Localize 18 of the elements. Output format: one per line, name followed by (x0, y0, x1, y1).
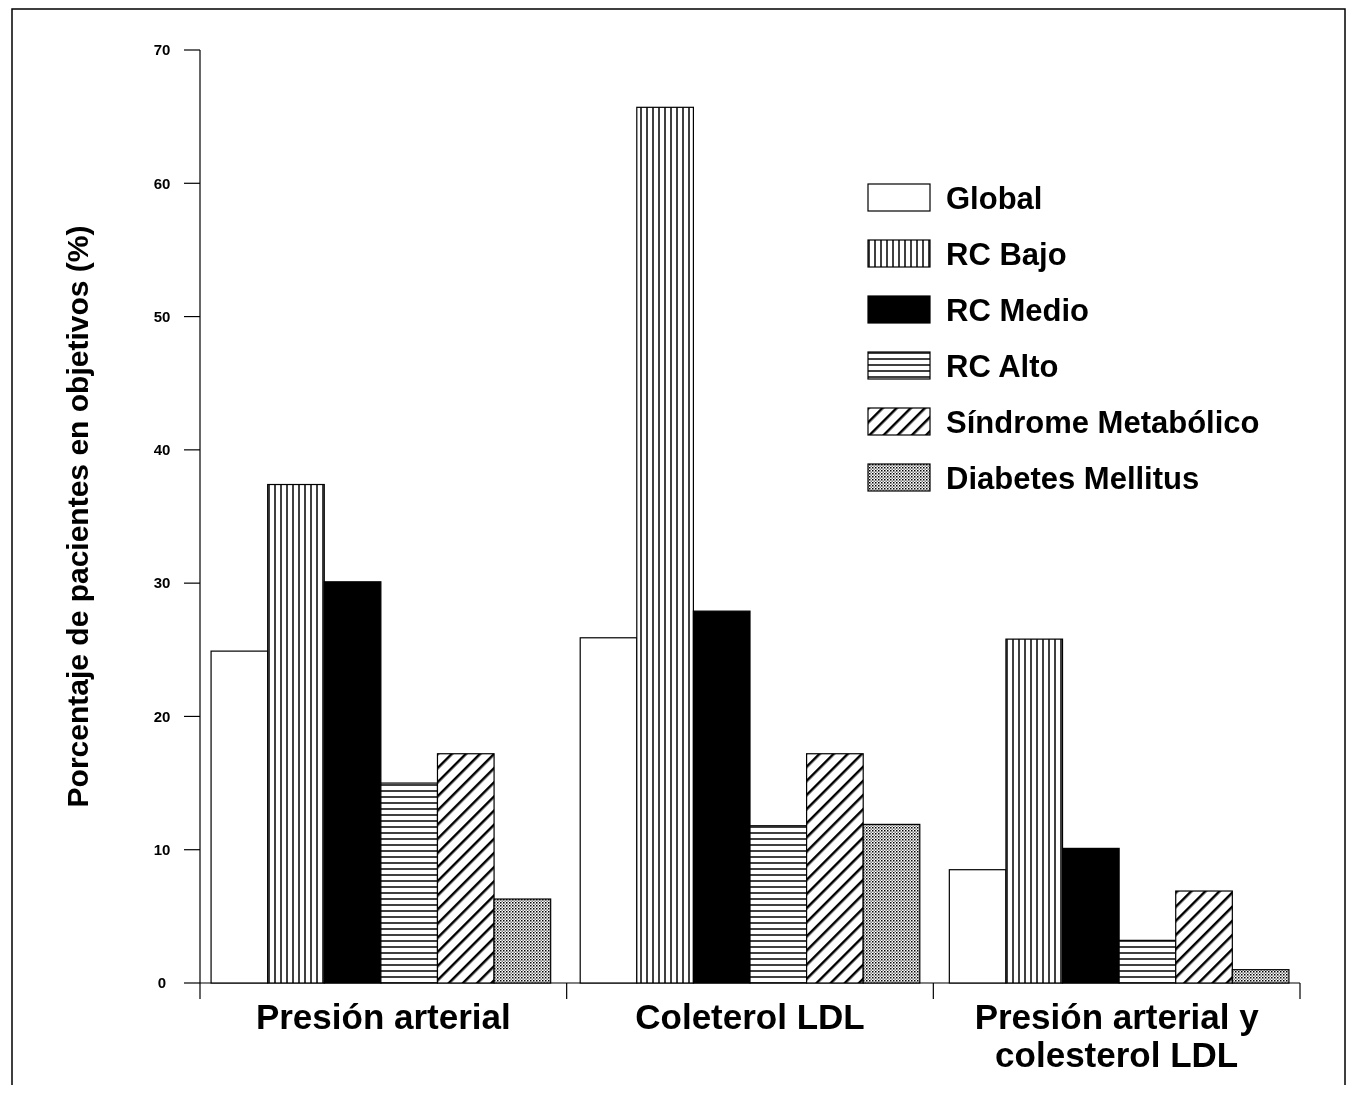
legend-label: RC Medio (946, 292, 1089, 328)
y-tick-label: 10 (153, 840, 171, 858)
y-tick-label: 40 (153, 441, 171, 459)
legend-label: RC Alto (946, 348, 1059, 384)
x-tick-label: Presión arterial y colesterol LDL (974, 997, 1260, 1074)
y-tick-label: 20 (153, 707, 171, 725)
y-tick-label: 0 (157, 974, 167, 992)
legend-label: Global (946, 180, 1043, 216)
y-tick-label: 30 (153, 574, 171, 592)
y-tick-label: 50 (153, 307, 171, 325)
x-tick-label: Coleterol LDL (635, 997, 865, 1036)
y-tick-label: 70 (153, 41, 171, 59)
legend-label: Síndrome Metabólico (946, 404, 1260, 440)
x-tick-label: Presión arterial (255, 997, 511, 1036)
legend-label: RC Bajo (946, 236, 1067, 272)
legend-label: Diabetes Mellitus (946, 460, 1200, 496)
y-axis-title: Porcentaje de pacientes en objetivos (%) (61, 225, 94, 808)
y-tick-label: 60 (153, 174, 171, 192)
